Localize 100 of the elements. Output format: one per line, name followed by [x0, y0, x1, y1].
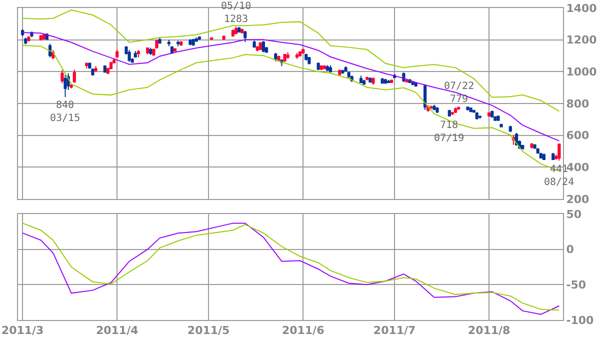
candlestick — [457, 106, 460, 110]
candlestick — [128, 50, 131, 62]
candlestick — [368, 76, 372, 84]
candlestick — [60, 70, 64, 84]
y-tick-label: 800 — [566, 97, 590, 110]
x-tick-label: 2011/7 — [373, 324, 416, 338]
candlestick — [64, 74, 67, 98]
candlestick — [116, 48, 119, 58]
candlestick — [158, 36, 162, 44]
candlestick — [423, 84, 427, 110]
candlestick — [258, 42, 262, 51]
candlestick — [558, 143, 561, 162]
candlestick — [490, 110, 494, 118]
candlestick — [295, 52, 299, 60]
line-series — [22, 32, 560, 142]
candlestick — [91, 68, 94, 76]
candlestick — [496, 114, 500, 122]
y-tick-label: 1000 — [566, 66, 598, 79]
candlestick — [432, 104, 436, 111]
candlestick — [302, 48, 305, 54]
annotation: 07/22 779 — [444, 81, 474, 105]
candlestick — [234, 26, 238, 35]
candlestick — [466, 106, 470, 112]
y-tick-label: -100 — [566, 314, 594, 327]
candlestick — [552, 152, 555, 160]
candlestick — [316, 62, 320, 71]
candlestick — [326, 64, 330, 72]
candlestick — [274, 52, 278, 62]
candlestick — [262, 40, 265, 53]
y-tick-label: 1200 — [566, 34, 598, 47]
candlestick — [256, 45, 259, 52]
x-tick-label: 2011/8 — [468, 324, 510, 338]
candlestick — [347, 71, 350, 79]
candlestick — [475, 112, 478, 120]
candlestick — [436, 106, 439, 114]
candlestick — [430, 104, 433, 110]
x-tick-label: 2011/4 — [96, 324, 139, 338]
candlestick — [308, 56, 311, 65]
candlestick — [188, 38, 192, 46]
candlestick — [180, 40, 183, 46]
x-tick-label: 2011/6 — [282, 324, 325, 338]
candlestick — [238, 26, 241, 34]
candlestick — [322, 64, 326, 70]
candlestick — [192, 38, 195, 46]
candlestick — [39, 34, 42, 41]
candlestick — [222, 34, 226, 40]
candlestick — [109, 61, 113, 70]
candlestick — [448, 109, 451, 118]
candlestick — [167, 39, 170, 47]
x-tick-label: 2011/3 — [1, 324, 44, 338]
candlestick — [134, 50, 137, 58]
candlestick — [198, 36, 201, 40]
candlestick — [304, 53, 308, 62]
candlestick — [533, 144, 536, 150]
candlestick — [450, 111, 454, 116]
candlestick — [508, 125, 512, 133]
candlestick — [542, 153, 546, 160]
candlestick — [194, 36, 198, 42]
line-series — [22, 10, 560, 112]
candlestick — [231, 28, 234, 38]
candlestick — [521, 144, 524, 150]
candlestick — [478, 115, 482, 120]
candlestick — [88, 62, 92, 69]
candlestick — [283, 53, 286, 62]
candlestick — [488, 112, 491, 118]
candlestick — [173, 48, 177, 52]
candlestick — [344, 66, 348, 72]
y-tick-label: 1400 — [566, 2, 598, 15]
x-tick-label: 2011/5 — [187, 324, 230, 338]
y-tick-label: 0 — [566, 243, 574, 256]
candlestick — [146, 46, 150, 55]
candlestick — [539, 152, 542, 159]
candlestick — [240, 28, 244, 34]
candlestick — [359, 75, 363, 84]
candlestick — [244, 30, 247, 43]
candlestick — [362, 79, 366, 86]
candlestick — [94, 66, 98, 72]
candlestick — [72, 69, 76, 84]
candlestick — [286, 52, 290, 60]
candlestick — [328, 64, 332, 73]
y-tick-label: -50 — [566, 278, 586, 292]
candlestick — [252, 40, 256, 48]
y-tick-label: 50 — [566, 208, 582, 221]
y-tick-label: 400 — [566, 161, 590, 174]
candlestick — [152, 48, 156, 56]
annotation: 718 07/19 — [434, 120, 464, 144]
candlestick — [372, 77, 375, 86]
candlestick — [530, 142, 534, 149]
candlestick — [320, 64, 323, 71]
candlestick — [386, 79, 390, 84]
candlestick — [85, 62, 88, 69]
candlestick — [338, 69, 342, 76]
candlestick — [454, 106, 458, 114]
candlestick — [500, 124, 503, 128]
candlestick — [366, 76, 369, 81]
y-tick-label: 600 — [566, 129, 590, 142]
candlestick — [176, 40, 180, 47]
candlestick — [390, 79, 394, 84]
y-tick-label: 200 — [566, 192, 590, 206]
candlestick — [155, 39, 158, 50]
